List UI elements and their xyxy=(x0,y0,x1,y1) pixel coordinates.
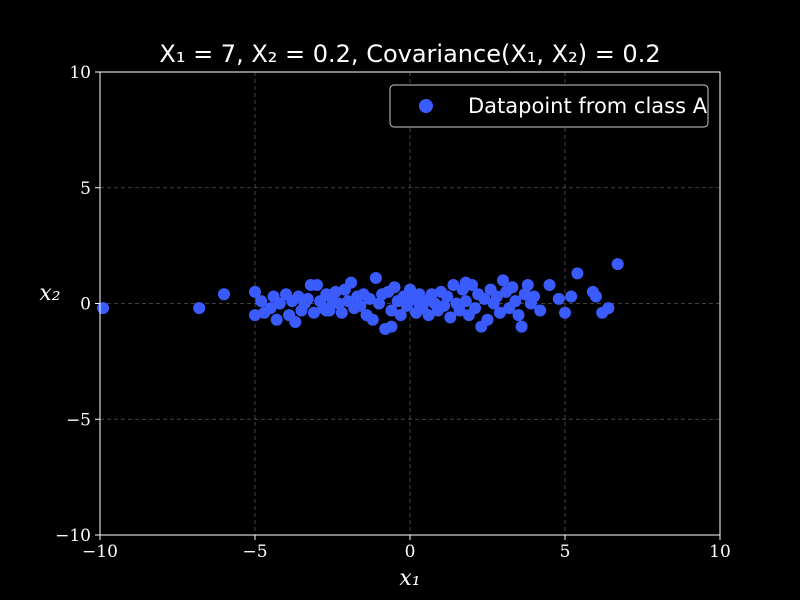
legend: Datapoint from class A xyxy=(389,84,709,128)
data-point xyxy=(497,274,509,287)
y-tick-label: 0 xyxy=(80,295,91,315)
data-point xyxy=(509,295,522,308)
data-point xyxy=(307,306,320,319)
data-point xyxy=(441,290,454,303)
data-point xyxy=(363,292,376,305)
data-point xyxy=(444,311,457,324)
data-point xyxy=(218,288,230,301)
data-point xyxy=(320,304,333,317)
data-point xyxy=(571,267,584,280)
y-tick-label: −5 xyxy=(66,410,91,430)
data-point xyxy=(249,309,261,322)
y-tick-label: 10 xyxy=(69,63,91,83)
data-point xyxy=(311,278,323,291)
data-point xyxy=(422,309,435,322)
data-point xyxy=(345,276,358,289)
x-tick-label: 0 xyxy=(405,542,416,562)
x-tick-label: 10 xyxy=(709,542,731,562)
data-point xyxy=(373,297,385,310)
data-point xyxy=(590,290,602,303)
data-point xyxy=(459,276,472,289)
legend-box xyxy=(389,84,709,128)
legend-label: Datapoint from class A xyxy=(468,94,708,118)
data-point xyxy=(478,292,491,305)
data-point xyxy=(552,292,565,305)
data-point xyxy=(335,306,348,319)
y-tick-label: −10 xyxy=(55,526,91,546)
data-point xyxy=(493,306,506,319)
data-point xyxy=(534,304,547,317)
data-point xyxy=(438,299,451,312)
data-point xyxy=(404,283,416,296)
data-point xyxy=(255,295,268,308)
data-point xyxy=(388,281,401,294)
x-tick-label: 5 xyxy=(560,542,571,562)
data-point xyxy=(394,309,407,322)
axis-ticks: −10 −5 0 5 10 −10 −5 0 5 10 xyxy=(55,63,731,562)
data-point xyxy=(385,320,398,333)
data-point xyxy=(521,278,534,291)
data-point xyxy=(193,302,206,315)
data-point xyxy=(289,316,302,329)
data-point xyxy=(332,297,345,310)
data-point xyxy=(413,297,426,310)
data-point xyxy=(270,313,283,326)
data-point xyxy=(264,302,277,315)
data-point xyxy=(559,306,571,319)
data-point xyxy=(469,302,482,315)
data-point xyxy=(273,297,286,310)
data-point xyxy=(453,304,466,317)
chart-title: X₁ = 7, X₂ = 0.2, Covariance(X₁, X₂) = 0… xyxy=(159,40,660,68)
y-axis-label: x₂ xyxy=(39,281,60,306)
legend-marker xyxy=(419,99,433,113)
data-point xyxy=(565,290,578,303)
data-point xyxy=(369,272,382,285)
data-points xyxy=(97,258,624,335)
data-point xyxy=(425,288,438,301)
data-point xyxy=(481,313,494,326)
data-point xyxy=(385,304,398,317)
data-point xyxy=(506,281,519,294)
x-tick-label: −5 xyxy=(242,542,267,562)
data-point xyxy=(490,290,503,303)
data-point xyxy=(543,278,556,291)
data-point xyxy=(512,309,525,322)
x-tick-label: −10 xyxy=(82,542,118,562)
data-point xyxy=(447,278,460,291)
data-point xyxy=(249,285,261,298)
data-point xyxy=(366,313,379,326)
data-point xyxy=(528,290,540,303)
data-point xyxy=(518,288,531,301)
y-tick-label: 5 xyxy=(80,179,91,199)
x-axis-label: x₁ xyxy=(399,566,420,591)
data-point xyxy=(301,292,314,305)
data-point xyxy=(602,302,615,315)
data-point xyxy=(459,295,472,308)
data-point xyxy=(329,285,342,298)
data-point xyxy=(515,320,528,333)
data-point xyxy=(611,258,624,271)
data-point xyxy=(354,299,367,312)
